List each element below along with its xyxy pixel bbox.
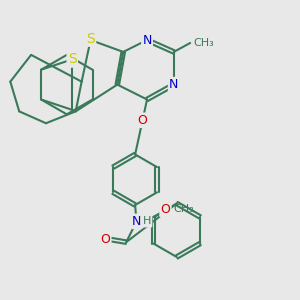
Text: N: N: [142, 34, 152, 46]
Text: CH₃: CH₃: [173, 204, 194, 214]
Text: S: S: [86, 32, 95, 46]
Text: O: O: [160, 203, 170, 216]
Text: H: H: [143, 216, 151, 226]
Text: O: O: [100, 233, 110, 246]
Text: CH₃: CH₃: [193, 38, 214, 48]
Text: N: N: [132, 215, 141, 228]
Text: S: S: [68, 52, 76, 66]
Text: O: O: [138, 114, 148, 127]
Text: N: N: [169, 78, 178, 91]
